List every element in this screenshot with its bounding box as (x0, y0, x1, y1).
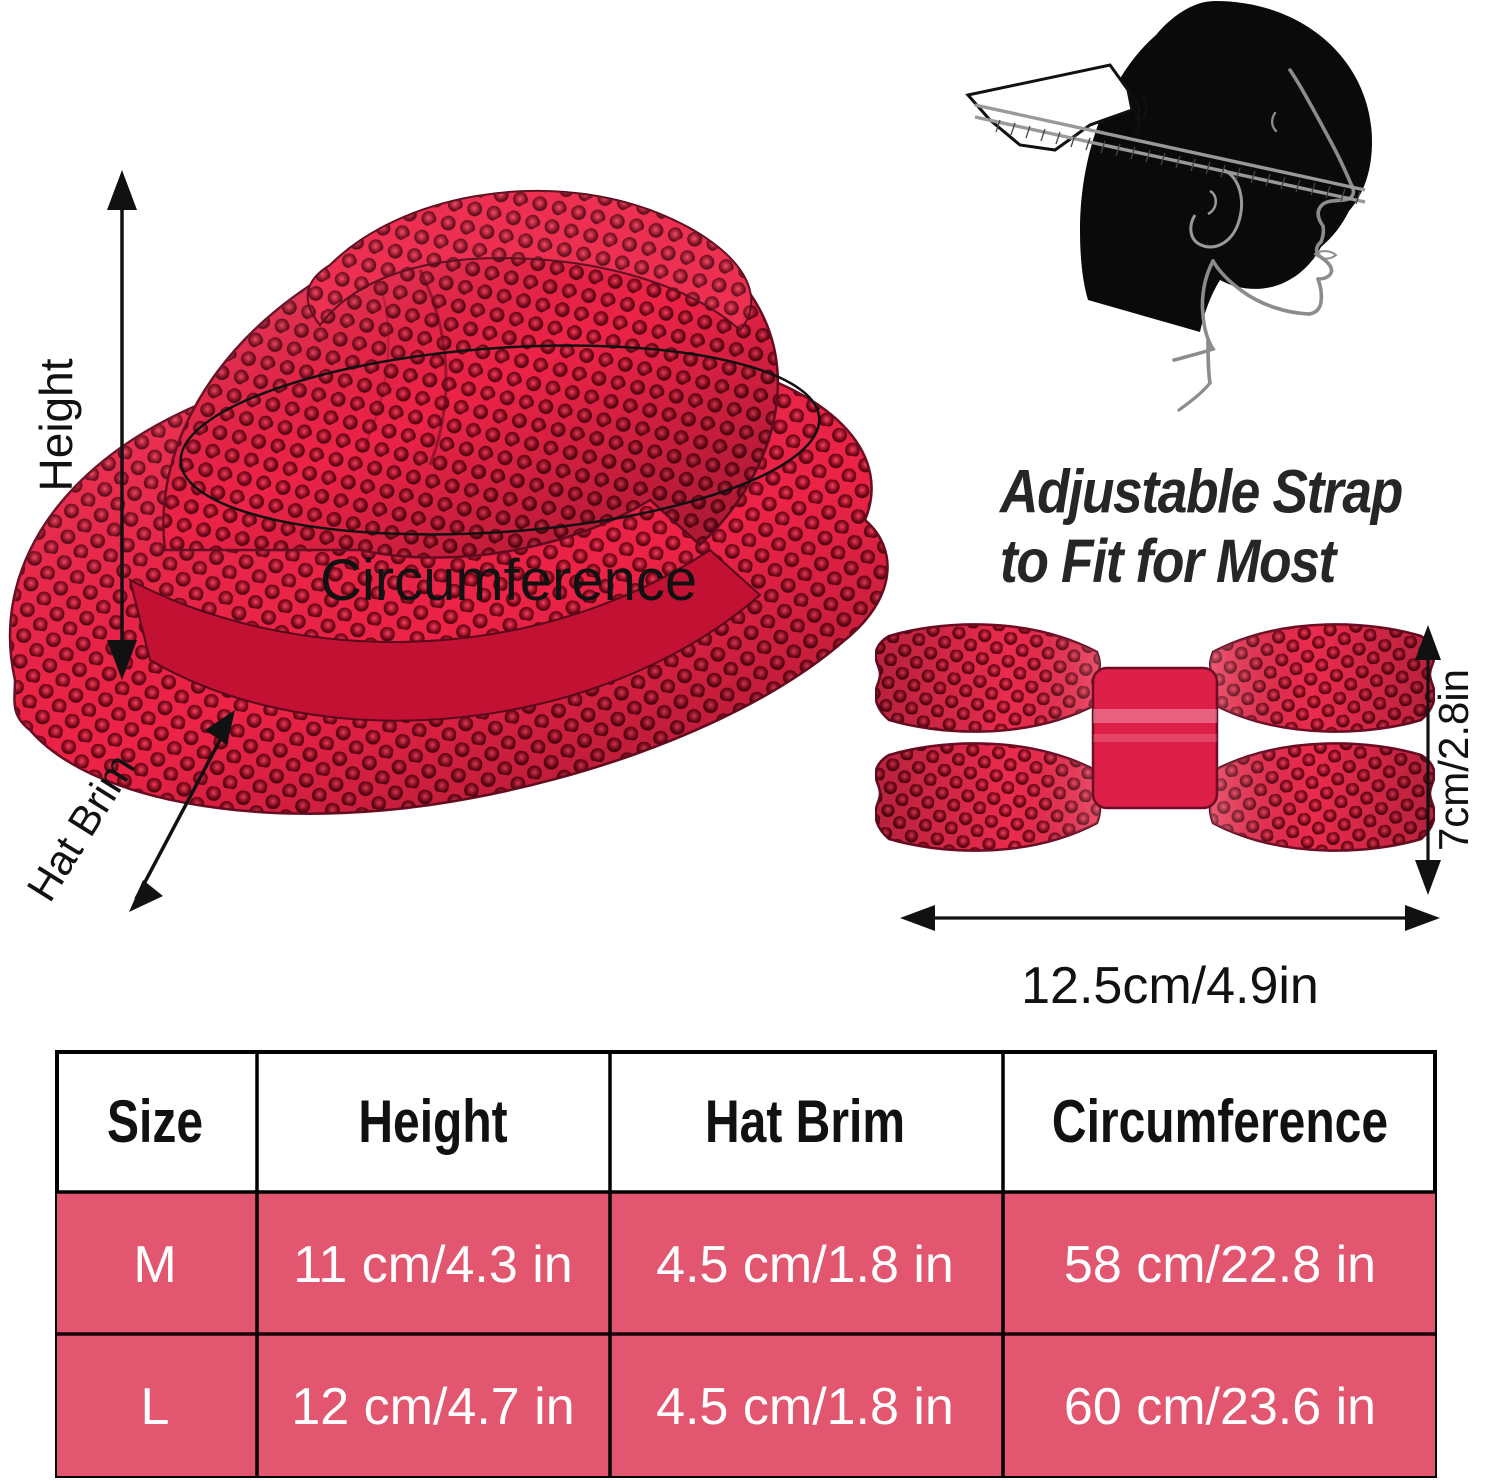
svg-text:L: L (141, 1378, 170, 1436)
svg-text:12 cm/4.7 in: 12 cm/4.7 in (291, 1378, 574, 1436)
svg-text:12.5cm/4.9in: 12.5cm/4.9in (1021, 957, 1319, 1015)
svg-text:4.5 cm/1.8 in: 4.5 cm/1.8 in (656, 1236, 954, 1294)
svg-text:Hat Brim: Hat Brim (705, 1088, 905, 1155)
svg-text:Circumference: Circumference (320, 548, 697, 613)
svg-text:58 cm/22.8 in: 58 cm/22.8 in (1064, 1236, 1376, 1294)
svg-text:11 cm/4.3 in: 11 cm/4.3 in (293, 1236, 572, 1294)
svg-text:60 cm/23.6 in: 60 cm/23.6 in (1064, 1378, 1376, 1436)
svg-text:Circumference: Circumference (1052, 1088, 1388, 1155)
svg-text:Height: Height (358, 1088, 507, 1155)
svg-text:Size: Size (107, 1088, 203, 1155)
svg-text:Height: Height (32, 358, 82, 491)
svg-text:Hat Brim: Hat Brim (17, 746, 143, 909)
svg-text:4.5 cm/1.8 in: 4.5 cm/1.8 in (656, 1378, 954, 1436)
svg-text:M: M (133, 1236, 176, 1294)
svg-text:7cm/2.8in: 7cm/2.8in (1430, 669, 1477, 851)
